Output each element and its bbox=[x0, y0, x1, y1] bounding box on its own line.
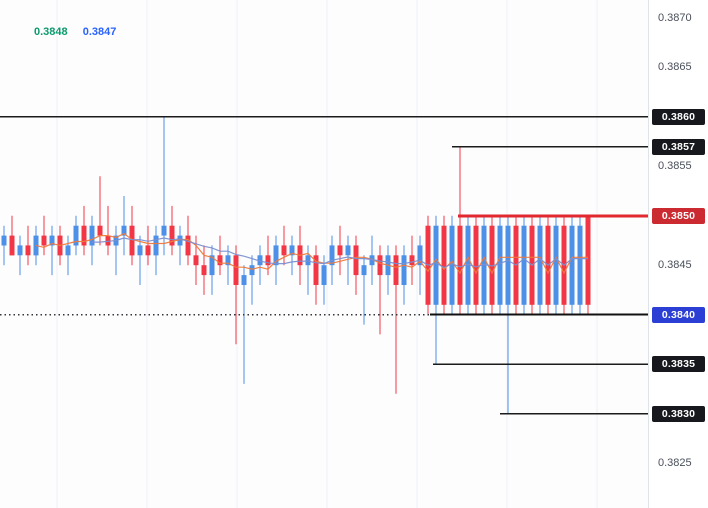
candle-body bbox=[137, 245, 143, 256]
candle-body bbox=[217, 255, 223, 266]
candle-body bbox=[153, 235, 159, 256]
candle-body bbox=[241, 275, 247, 285]
candle-body bbox=[537, 225, 543, 305]
candle-body bbox=[233, 255, 239, 285]
candle-body bbox=[457, 225, 463, 305]
candle-body bbox=[361, 265, 367, 276]
price-tick-0.3845: 0.3845 bbox=[658, 259, 692, 272]
candle-body bbox=[585, 215, 591, 305]
chart-canvas[interactable] bbox=[0, 0, 648, 508]
candle-body bbox=[337, 245, 343, 256]
price-tick-0.3870: 0.3870 bbox=[658, 12, 692, 24]
price-tag-0.3850[interactable]: 0.3850 bbox=[652, 207, 705, 224]
candle-body bbox=[465, 225, 471, 305]
candle-body bbox=[17, 245, 23, 256]
candle-body bbox=[289, 245, 295, 256]
legend-value-1: 0.3848 bbox=[34, 26, 68, 38]
price-levels[interactable] bbox=[0, 116, 648, 415]
candle-body bbox=[9, 235, 15, 256]
candle-body bbox=[49, 235, 55, 246]
candle-body bbox=[1, 235, 7, 246]
candle-body bbox=[369, 255, 375, 266]
candle-body bbox=[417, 245, 423, 266]
candle-body bbox=[97, 225, 103, 236]
candle-body bbox=[41, 235, 47, 246]
price-tick-0.3855: 0.3855 bbox=[658, 160, 692, 173]
candle-body bbox=[225, 255, 231, 266]
candle-body bbox=[121, 225, 127, 236]
candle-body bbox=[161, 225, 167, 236]
ma-line-slow bbox=[92, 237, 588, 269]
candle-body bbox=[353, 245, 359, 276]
candle-body bbox=[481, 225, 487, 305]
candle-body bbox=[377, 255, 383, 276]
moving-averages bbox=[35, 232, 588, 275]
price-tick-0.3865: 0.3865 bbox=[658, 61, 692, 74]
candle-body bbox=[393, 255, 399, 285]
candle-body bbox=[193, 255, 199, 266]
price-axis[interactable]: 0.3870 0.3865 0.3855 0.3845 0.3825 0.3860 0.38… bbox=[648, 0, 708, 508]
price-tag-0.3860[interactable]: 0.3860 bbox=[652, 108, 705, 125]
candle-body bbox=[321, 265, 327, 285]
candle-body bbox=[65, 245, 71, 256]
candle-body bbox=[265, 255, 271, 266]
candle-body bbox=[105, 235, 111, 246]
candle-body bbox=[185, 235, 191, 256]
candle-body bbox=[449, 225, 455, 305]
candle-body bbox=[433, 225, 439, 305]
price-tag-0.3830[interactable]: 0.3830 bbox=[652, 405, 705, 422]
candle-body bbox=[201, 265, 207, 276]
candle-body bbox=[401, 255, 407, 285]
candle-body bbox=[305, 255, 311, 266]
price-tick-0.3825: 0.3825 bbox=[658, 457, 692, 469]
price-tag-0.3840[interactable]: 0.3840 bbox=[652, 306, 705, 323]
candle-body bbox=[249, 265, 255, 276]
candle-body bbox=[553, 225, 559, 305]
candle-body bbox=[521, 225, 527, 305]
candle-body bbox=[209, 255, 215, 276]
candle-body bbox=[489, 225, 495, 305]
candle-body bbox=[313, 255, 319, 285]
candle-body bbox=[25, 245, 31, 256]
candle-body bbox=[505, 225, 511, 305]
candle-body bbox=[273, 245, 279, 266]
candle-body bbox=[177, 235, 183, 246]
candle-body bbox=[441, 225, 447, 305]
candle-body bbox=[89, 225, 95, 246]
legend-value-2: 0.3847 bbox=[82, 26, 117, 38]
candle-body bbox=[145, 245, 151, 256]
candle-body bbox=[497, 225, 503, 305]
candle-body bbox=[129, 225, 135, 256]
candle-body bbox=[577, 225, 583, 305]
candle-body bbox=[473, 225, 479, 305]
candle-body bbox=[73, 225, 79, 246]
price-tag-0.3835[interactable]: 0.3835 bbox=[652, 356, 705, 373]
candle-body bbox=[81, 225, 87, 246]
candle-body bbox=[257, 255, 263, 266]
candle-body bbox=[409, 255, 415, 266]
candle-body bbox=[345, 245, 351, 256]
candles bbox=[1, 116, 591, 414]
candle-body bbox=[281, 245, 287, 256]
candle-body bbox=[329, 245, 335, 266]
candle-body bbox=[169, 225, 175, 246]
ohlc-legend: 0.3848 0.3847 bbox=[34, 26, 128, 38]
candle-body bbox=[569, 225, 575, 305]
price-tag-0.3857[interactable]: 0.3857 bbox=[652, 138, 705, 155]
